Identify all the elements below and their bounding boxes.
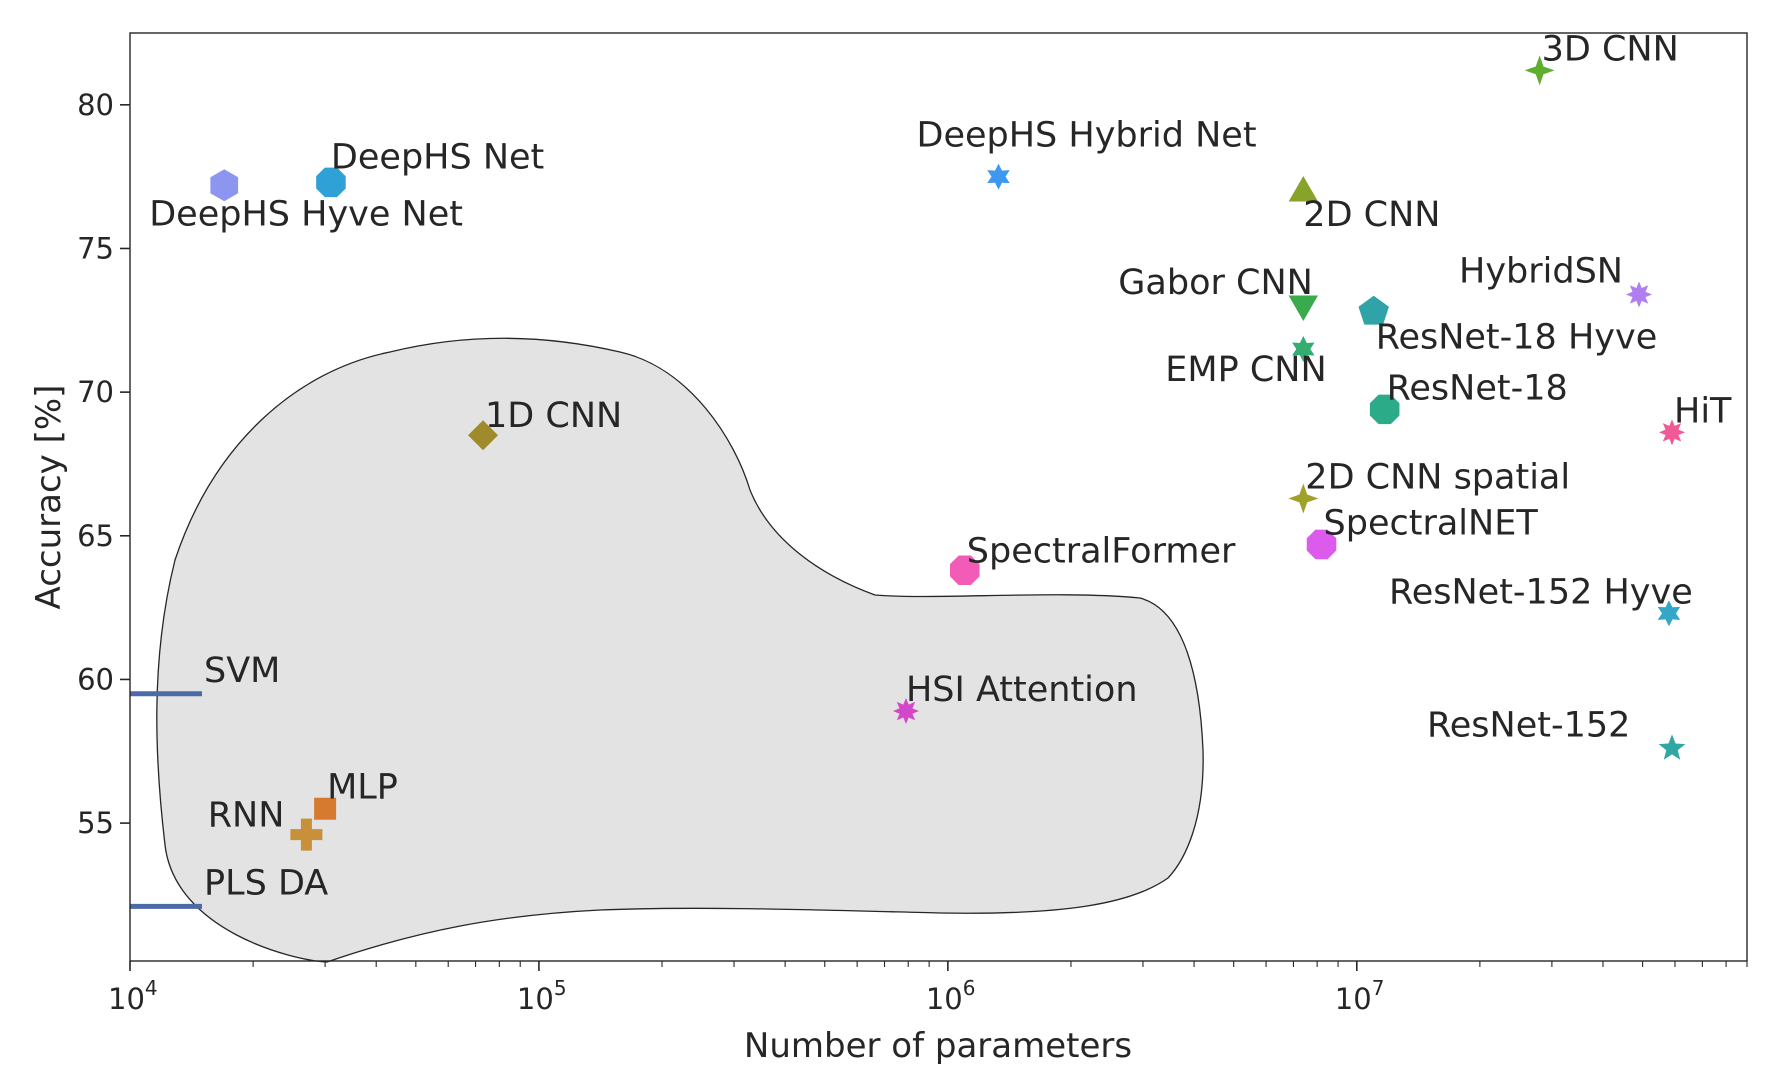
- point-rnn: [290, 818, 323, 851]
- point-label-hit: HiT: [1674, 391, 1732, 431]
- x-tick-base: 10: [926, 982, 963, 1016]
- point-label-deephs-hyve-net: DeepHS Hyve Net: [149, 194, 463, 234]
- y-tick-label: 60: [77, 662, 114, 696]
- point-deephs-hybrid-net: [987, 163, 1010, 190]
- x-tick-exponent: 5: [554, 976, 567, 1000]
- point-2d-cnn-spatial: [1288, 483, 1319, 514]
- data-points: [210, 55, 1686, 851]
- point-resnet-152: [1658, 734, 1686, 760]
- point-label-resnet-152-hyve: ResNet-152 Hyve: [1389, 572, 1693, 612]
- baseline-label-pls-da: PLS DA: [204, 863, 328, 903]
- point-label-1d-cnn: 1D CNN: [485, 396, 622, 436]
- x-tick-label: 107: [1335, 976, 1385, 1016]
- shaded-region: [156, 337, 1204, 963]
- y-tick-label: 70: [77, 375, 114, 409]
- point-mlp: [314, 797, 337, 820]
- y-tick-label: 55: [77, 806, 114, 840]
- point-label-gabor-cnn: Gabor CNN: [1118, 263, 1313, 303]
- x-tick-base: 10: [1335, 982, 1372, 1016]
- point-resnet-18: [1369, 394, 1400, 425]
- plot-frame: [129, 32, 1748, 962]
- point-label-mlp: MLP: [327, 768, 398, 808]
- point-label-hsi-attention: HSI Attention: [906, 670, 1138, 710]
- point-spectralformer: [950, 555, 980, 586]
- point-deephs-hyve-net: [210, 169, 239, 202]
- x-tick-base: 10: [517, 982, 554, 1016]
- y-tick-label: 80: [77, 88, 114, 122]
- x-axis-title: Number of parameters: [744, 1026, 1132, 1065]
- x-tick-label: 104: [108, 976, 158, 1016]
- point-emp-cnn: [1292, 336, 1315, 363]
- point-label-spectralnet: SpectralNET: [1324, 503, 1539, 543]
- point-hsi-attention: [892, 698, 919, 725]
- y-axis-ticks: 55 60 65 70 75 80: [77, 88, 130, 840]
- point-resnet-152-hyve: [1657, 600, 1681, 627]
- point-resnet-18-hyve: [1358, 295, 1389, 325]
- point-label-3d-cnn: 3D CNN: [1542, 29, 1679, 69]
- baseline-label-svm: SVM: [204, 651, 280, 691]
- point-label-resnet-18: ResNet-18: [1387, 368, 1568, 408]
- point-deephs-net: [316, 167, 346, 198]
- y-tick-label: 65: [77, 519, 114, 553]
- x-tick-exponent: 7: [1372, 976, 1385, 1000]
- point-spectralnet: [1306, 529, 1337, 560]
- point-label-spectralformer: SpectralFormer: [967, 531, 1236, 571]
- point-gabor-cnn: [1288, 295, 1319, 321]
- point-label-resnet-18-hyve: ResNet-18 Hyve: [1376, 318, 1658, 358]
- point-hybridsn: [1626, 281, 1653, 308]
- x-tick-exponent: 4: [145, 976, 158, 1000]
- point-label-rnn: RNN: [208, 796, 285, 836]
- point-label-2d-cnn-spatial: 2D CNN spatial: [1305, 457, 1570, 497]
- point-hit: [1659, 419, 1686, 446]
- point-label-2d-cnn: 2D CNN: [1303, 195, 1440, 235]
- y-axis-title: Accuracy [%]: [29, 385, 69, 610]
- x-axis-ticks: 104 105 106 107: [108, 961, 1748, 1016]
- point-label-resnet-152: ResNet-152: [1427, 705, 1630, 745]
- x-tick-exponent: 6: [963, 976, 976, 1000]
- point-label-deephs-net: DeepHS Net: [331, 137, 544, 177]
- x-tick-base: 10: [108, 982, 145, 1016]
- y-tick-label: 75: [77, 231, 114, 265]
- x-tick-label: 105: [517, 976, 567, 1016]
- point-3d-cnn: [1524, 55, 1555, 86]
- baseline-lines: [130, 691, 202, 909]
- point-label-emp-cnn: EMP CNN: [1165, 350, 1326, 390]
- point-1d-cnn: [468, 420, 499, 451]
- point-2d-cnn: [1288, 176, 1319, 202]
- point-label-deephs-hybrid-net: DeepHS Hybrid Net: [917, 116, 1257, 156]
- x-tick-label: 106: [926, 976, 976, 1016]
- point-labels: SVM PLS DA DeepHS Hyve Net DeepHS Net 1D CNN…: [149, 29, 1732, 903]
- point-label-hybridsn: HybridSN: [1459, 251, 1623, 291]
